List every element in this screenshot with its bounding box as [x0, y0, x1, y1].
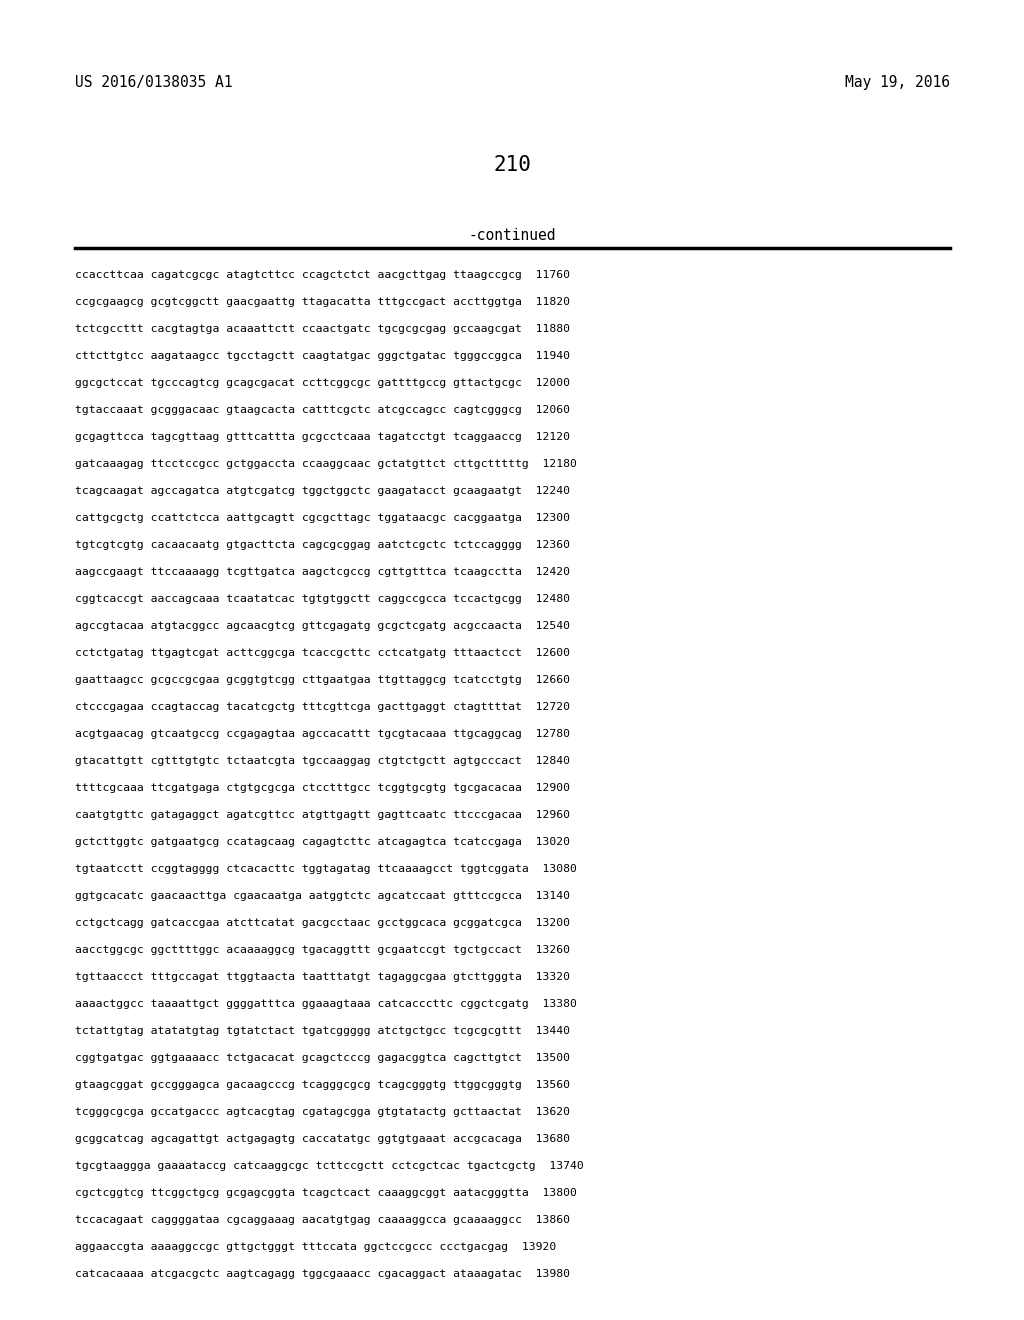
Text: gtaagcggat gccgggagca gacaagcccg tcagggcgcg tcagcgggtg ttggcgggtg  13560: gtaagcggat gccgggagca gacaagcccg tcagggc… [75, 1080, 570, 1090]
Text: gtacattgtt cgtttgtgtc tctaatcgta tgccaaggag ctgtctgctt agtgcccact  12840: gtacattgtt cgtttgtgtc tctaatcgta tgccaag… [75, 756, 570, 766]
Text: tctcgccttt cacgtagtga acaaattctt ccaactgatc tgcgcgcgag gccaagcgat  11880: tctcgccttt cacgtagtga acaaattctt ccaactg… [75, 323, 570, 334]
Text: tcgggcgcga gccatgaccc agtcacgtag cgatagcgga gtgtatactg gcttaactat  13620: tcgggcgcga gccatgaccc agtcacgtag cgatagc… [75, 1107, 570, 1117]
Text: tgcgtaaggga gaaaataccg catcaaggcgc tcttccgctt cctcgctcac tgactcgctg  13740: tgcgtaaggga gaaaataccg catcaaggcgc tcttc… [75, 1162, 584, 1171]
Text: aggaaccgta aaaaggccgc gttgctgggt tttccata ggctccgccc ccctgacgag  13920: aggaaccgta aaaaggccgc gttgctgggt tttccat… [75, 1242, 556, 1251]
Text: tcagcaagat agccagatca atgtcgatcg tggctggctc gaagatacct gcaagaatgt  12240: tcagcaagat agccagatca atgtcgatcg tggctgg… [75, 486, 570, 496]
Text: ggcgctccat tgcccagtcg gcagcgacat ccttcggcgc gattttgccg gttactgcgc  12000: ggcgctccat tgcccagtcg gcagcgacat ccttcgg… [75, 378, 570, 388]
Text: ccaccttcaa cagatcgcgc atagtcttcc ccagctctct aacgcttgag ttaagccgcg  11760: ccaccttcaa cagatcgcgc atagtcttcc ccagctc… [75, 271, 570, 280]
Text: ccgcgaagcg gcgtcggctt gaacgaattg ttagacatta tttgccgact accttggtga  11820: ccgcgaagcg gcgtcggctt gaacgaattg ttagaca… [75, 297, 570, 308]
Text: cattgcgctg ccattctcca aattgcagtt cgcgcttagc tggataacgc cacggaatga  12300: cattgcgctg ccattctcca aattgcagtt cgcgctt… [75, 513, 570, 523]
Text: gctcttggtc gatgaatgcg ccatagcaag cagagtcttc atcagagtca tcatccgaga  13020: gctcttggtc gatgaatgcg ccatagcaag cagagtc… [75, 837, 570, 847]
Text: 210: 210 [494, 154, 530, 176]
Text: tctattgtag atatatgtag tgtatctact tgatcggggg atctgctgcc tcgcgcgttt  13440: tctattgtag atatatgtag tgtatctact tgatcgg… [75, 1026, 570, 1036]
Text: tgtcgtcgtg cacaacaatg gtgacttcta cagcgcggag aatctcgctc tctccagggg  12360: tgtcgtcgtg cacaacaatg gtgacttcta cagcgcg… [75, 540, 570, 550]
Text: acgtgaacag gtcaatgccg ccgagagtaa agccacattt tgcgtacaaa ttgcaggcag  12780: acgtgaacag gtcaatgccg ccgagagtaa agccaca… [75, 729, 570, 739]
Text: tccacagaat caggggataa cgcaggaaag aacatgtgag caaaaggcca gcaaaaggcc  13860: tccacagaat caggggataa cgcaggaaag aacatgt… [75, 1214, 570, 1225]
Text: cctgctcagg gatcaccgaa atcttcatat gacgcctaac gcctggcaca gcggatcgca  13200: cctgctcagg gatcaccgaa atcttcatat gacgcct… [75, 917, 570, 928]
Text: cctctgatag ttgagtcgat acttcggcga tcaccgcttc cctcatgatg tttaactcct  12600: cctctgatag ttgagtcgat acttcggcga tcaccgc… [75, 648, 570, 657]
Text: May 19, 2016: May 19, 2016 [845, 75, 950, 90]
Text: ggtgcacatc gaacaacttga cgaacaatga aatggtctc agcatccaat gtttccgcca  13140: ggtgcacatc gaacaacttga cgaacaatga aatggt… [75, 891, 570, 902]
Text: tgttaaccct tttgccagat ttggtaacta taatttatgt tagaggcgaa gtcttgggta  13320: tgttaaccct tttgccagat ttggtaacta taattta… [75, 972, 570, 982]
Text: aaaactggcc taaaattgct ggggatttca ggaaagtaaa catcacccttc cggctcgatg  13380: aaaactggcc taaaattgct ggggatttca ggaaagt… [75, 999, 577, 1008]
Text: gaattaagcc gcgccgcgaa gcggtgtcgg cttgaatgaa ttgttaggcg tcatcctgtg  12660: gaattaagcc gcgccgcgaa gcggtgtcgg cttgaat… [75, 675, 570, 685]
Text: ttttcgcaaa ttcgatgaga ctgtgcgcga ctcctttgcc tcggtgcgtg tgcgacacaa  12900: ttttcgcaaa ttcgatgaga ctgtgcgcga ctccttt… [75, 783, 570, 793]
Text: ctcccgagaa ccagtaccag tacatcgctg tttcgttcga gacttgaggt ctagttttat  12720: ctcccgagaa ccagtaccag tacatcgctg tttcgtt… [75, 702, 570, 711]
Text: caatgtgttc gatagaggct agatcgttcc atgttgagtt gagttcaatc ttcccgacaa  12960: caatgtgttc gatagaggct agatcgttcc atgttga… [75, 810, 570, 820]
Text: cggtgatgac ggtgaaaacc tctgacacat gcagctcccg gagacggtca cagcttgtct  13500: cggtgatgac ggtgaaaacc tctgacacat gcagctc… [75, 1053, 570, 1063]
Text: gatcaaagag ttcctccgcc gctggaccta ccaaggcaac gctatgttct cttgctttttg  12180: gatcaaagag ttcctccgcc gctggaccta ccaaggc… [75, 459, 577, 469]
Text: cgctcggtcg ttcggctgcg gcgagcggta tcagctcact caaaggcggt aatacgggtta  13800: cgctcggtcg ttcggctgcg gcgagcggta tcagctc… [75, 1188, 577, 1199]
Text: agccgtacaa atgtacggcc agcaacgtcg gttcgagatg gcgctcgatg acgccaacta  12540: agccgtacaa atgtacggcc agcaacgtcg gttcgag… [75, 620, 570, 631]
Text: gcggcatcag agcagattgt actgagagtg caccatatgc ggtgtgaaat accgcacaga  13680: gcggcatcag agcagattgt actgagagtg caccata… [75, 1134, 570, 1144]
Text: cggtcaccgt aaccagcaaa tcaatatcac tgtgtggctt caggccgcca tccactgcgg  12480: cggtcaccgt aaccagcaaa tcaatatcac tgtgtgg… [75, 594, 570, 605]
Text: aagccgaagt ttccaaaagg tcgttgatca aagctcgccg cgttgtttca tcaagcctta  12420: aagccgaagt ttccaaaagg tcgttgatca aagctcg… [75, 568, 570, 577]
Text: -continued: -continued [468, 228, 556, 243]
Text: US 2016/0138035 A1: US 2016/0138035 A1 [75, 75, 232, 90]
Text: aacctggcgc ggcttttggc acaaaaggcg tgacaggttt gcgaatccgt tgctgccact  13260: aacctggcgc ggcttttggc acaaaaggcg tgacagg… [75, 945, 570, 954]
Text: gcgagttcca tagcgttaag gtttcattta gcgcctcaaa tagatcctgt tcaggaaccg  12120: gcgagttcca tagcgttaag gtttcattta gcgcctc… [75, 432, 570, 442]
Text: cttcttgtcc aagataagcc tgcctagctt caagtatgac gggctgatac tgggccggca  11940: cttcttgtcc aagataagcc tgcctagctt caagtat… [75, 351, 570, 360]
Text: catcacaaaa atcgacgctc aagtcagagg tggcgaaacc cgacaggact ataaagatac  13980: catcacaaaa atcgacgctc aagtcagagg tggcgaa… [75, 1269, 570, 1279]
Text: tgtaccaaat gcgggacaac gtaagcacta catttcgctc atcgccagcc cagtcgggcg  12060: tgtaccaaat gcgggacaac gtaagcacta catttcg… [75, 405, 570, 414]
Text: tgtaatcctt ccggtagggg ctcacacttc tggtagatag ttcaaaagcct tggtcggata  13080: tgtaatcctt ccggtagggg ctcacacttc tggtaga… [75, 865, 577, 874]
